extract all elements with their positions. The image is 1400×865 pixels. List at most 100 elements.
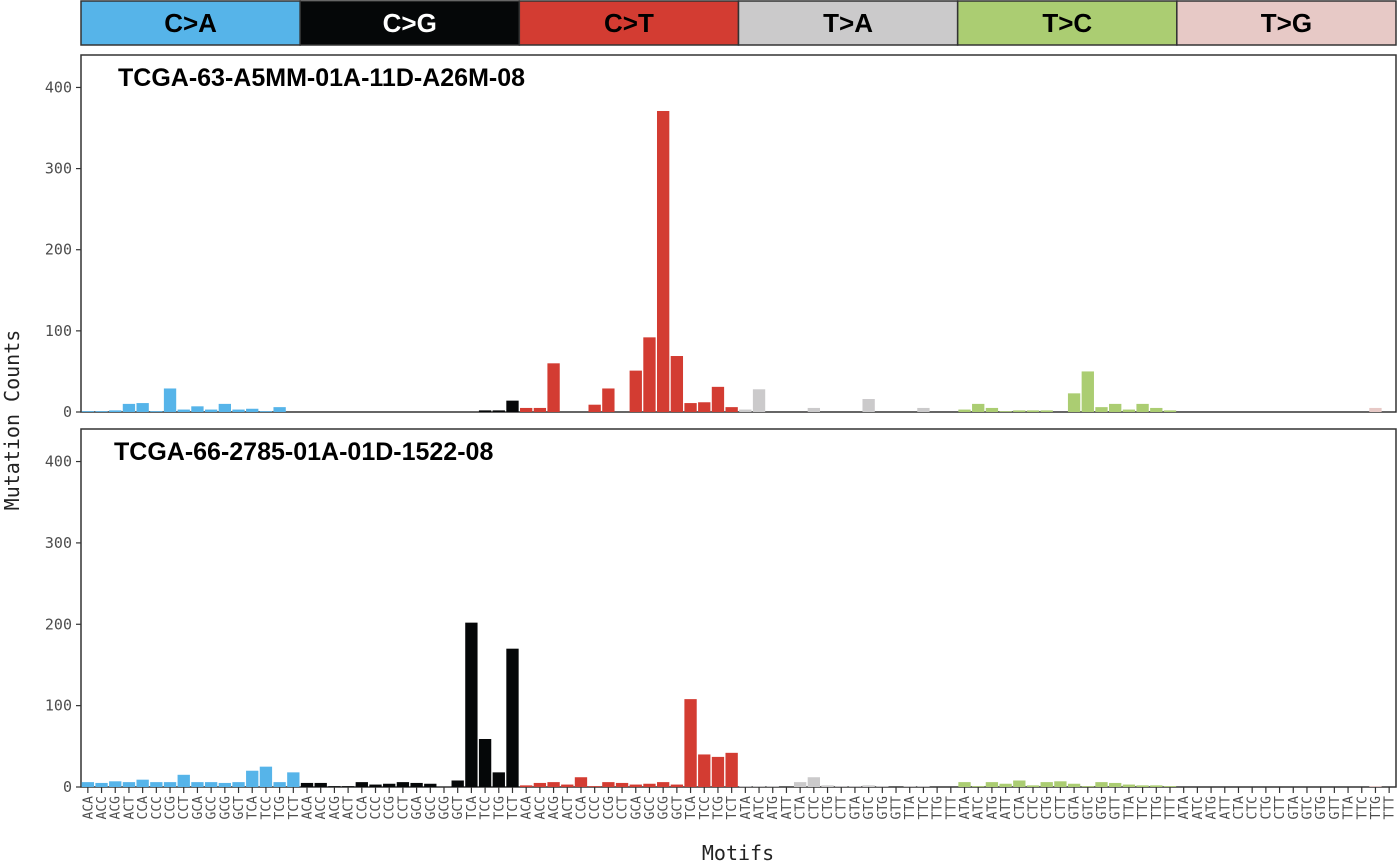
y-tick-label: 400 xyxy=(45,453,72,471)
x-tick-label: CCA xyxy=(355,796,370,820)
bar xyxy=(314,782,327,787)
x-tick-label: TTT xyxy=(1163,796,1178,820)
bar xyxy=(136,403,149,412)
x-tick-label: TCC xyxy=(259,796,274,819)
bar xyxy=(81,411,95,412)
bar xyxy=(793,782,807,787)
bar xyxy=(725,407,738,412)
x-tick-label: GTC xyxy=(862,796,877,819)
x-tick-label: TCA xyxy=(465,796,480,820)
bar xyxy=(1369,786,1382,787)
bar xyxy=(972,786,985,787)
x-tick-label: GCA xyxy=(410,796,425,820)
x-tick-label: CCG xyxy=(164,796,179,820)
x-tick-label: TTT xyxy=(1383,796,1398,820)
x-tick-label: CCC xyxy=(588,796,603,819)
x-tick-label: ATA xyxy=(958,796,973,820)
bar xyxy=(232,782,245,787)
bar xyxy=(739,409,752,412)
bar xyxy=(122,782,136,787)
bar xyxy=(506,648,519,787)
x-tick-label: ACG xyxy=(547,796,562,820)
y-tick-label: 300 xyxy=(45,534,72,552)
x-axis: ACAACCACGACTCCACCCCCGCCTGCAGCCGCGGCTTCAT… xyxy=(81,787,1398,820)
bar xyxy=(1095,782,1108,787)
x-tick-label: GTT xyxy=(890,796,905,820)
x-tick-label: CTG xyxy=(1040,796,1055,820)
x-tick-label: GCC xyxy=(643,796,658,819)
bar xyxy=(287,772,300,787)
panel-2: 0 100 200 300 400 TCGA-66-2785-01A-01D-1522-0… xyxy=(45,428,1397,796)
x-tick-label: GCT xyxy=(451,796,466,820)
x-tick-label: CTT xyxy=(835,796,850,820)
y-tick-label: 200 xyxy=(45,615,72,633)
bar xyxy=(150,782,163,787)
x-tick-label: TCT xyxy=(725,796,740,820)
facet-strip-label: C>G xyxy=(383,8,437,38)
x-tick-label: TTA xyxy=(1122,796,1137,820)
bar xyxy=(1040,410,1053,412)
bar xyxy=(1163,410,1177,412)
x-tick-label: GCT xyxy=(670,796,685,820)
bar xyxy=(807,407,821,412)
x-tick-label: TCA xyxy=(684,796,699,820)
bar xyxy=(95,411,108,412)
bar xyxy=(1109,403,1122,412)
bar xyxy=(588,786,601,787)
bar xyxy=(341,786,355,787)
x-tick-label: GTA xyxy=(848,796,863,820)
bar xyxy=(1095,407,1108,412)
x-tick-label: TTG xyxy=(1369,796,1384,820)
bar xyxy=(246,408,259,412)
x-tick-label: ACC xyxy=(95,796,110,819)
bar xyxy=(656,110,670,412)
x-tick-label: GCA xyxy=(191,796,206,820)
bar xyxy=(999,783,1012,787)
facet-strip-c-to-a: C>A xyxy=(80,0,301,46)
bar xyxy=(204,782,218,787)
bar xyxy=(1040,782,1053,787)
bar xyxy=(163,388,177,412)
bar xyxy=(821,785,834,787)
bar xyxy=(109,781,122,787)
x-tick-label: CTC xyxy=(1027,796,1042,819)
x-tick-label: TCC xyxy=(479,796,494,819)
x-axis-title: Motifs xyxy=(702,841,774,865)
y-axis-title: Mutation Counts xyxy=(0,330,24,511)
x-tick-label: CCC xyxy=(369,796,384,819)
y-tick-label: 300 xyxy=(45,160,72,178)
bar xyxy=(163,782,177,787)
bar xyxy=(862,399,875,412)
bar xyxy=(972,403,985,412)
bar xyxy=(492,772,505,787)
x-tick-label: ATA xyxy=(739,796,754,820)
bar xyxy=(424,783,437,787)
x-tick-label: TCT xyxy=(506,796,521,820)
bar xyxy=(520,407,533,412)
facet-strip-label: C>A xyxy=(164,8,217,38)
x-tick-label: TCG xyxy=(273,796,288,820)
bar xyxy=(903,786,916,787)
x-tick-label: TTG xyxy=(931,796,946,820)
x-tick-label: ATC xyxy=(972,796,987,819)
bar xyxy=(259,766,273,787)
bar xyxy=(602,782,615,787)
x-tick-label: ACT xyxy=(342,796,357,820)
x-tick-label: ATC xyxy=(753,796,768,819)
x-tick-label: TTC xyxy=(1136,796,1151,819)
facet-strip-label: C>T xyxy=(604,8,654,38)
panel-1: 0 100 200 300 400 TCGA-63-A5MM-01A-11D-A26M-0… xyxy=(45,54,1397,421)
y-tick-label: 0 xyxy=(63,403,72,421)
x-tick-label: GCC xyxy=(205,796,220,819)
bar xyxy=(273,782,286,787)
x-tick-label: CTC xyxy=(1246,796,1261,819)
bar xyxy=(561,784,574,787)
x-tick-label: ATT xyxy=(1218,796,1233,820)
bar xyxy=(218,403,231,412)
bar xyxy=(985,782,999,787)
x-tick-label: ATG xyxy=(985,796,1000,820)
bar xyxy=(835,786,848,787)
bar xyxy=(191,782,204,787)
x-tick-label: ACC xyxy=(314,796,329,819)
